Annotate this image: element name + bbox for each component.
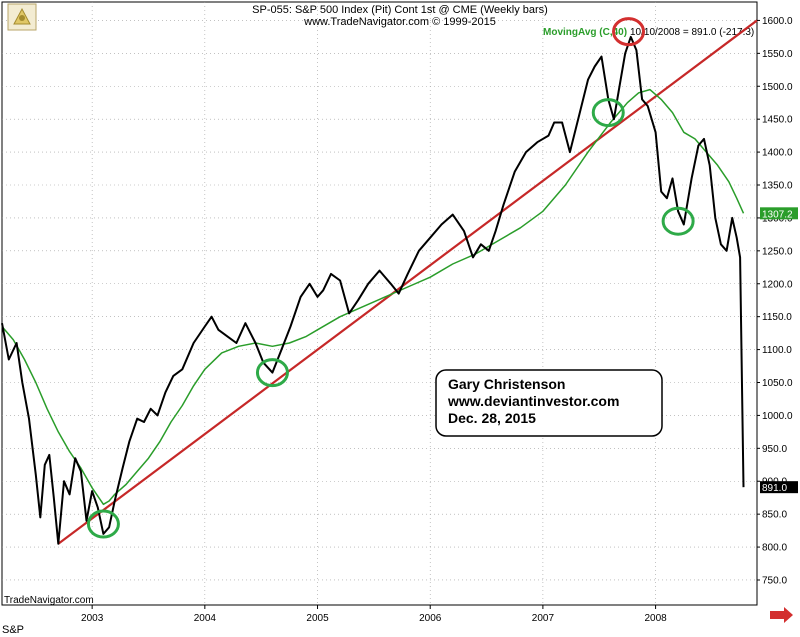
scroll-right-arrow-icon[interactable]	[770, 607, 793, 623]
y-tick-label: 1100.0	[762, 345, 792, 356]
y-tick-label: 850.0	[762, 510, 787, 521]
low-circle-2008	[661, 206, 695, 236]
y-tick-label: 1000.0	[762, 411, 793, 422]
logo-icon	[7, 3, 37, 31]
low-circle-2003	[86, 509, 120, 539]
chart-subtitle: www.TradeNavigator.com © 1999-2015	[303, 16, 496, 28]
x-tick-label: 2003	[81, 613, 104, 624]
price-line	[1, 35, 745, 545]
y-tick-label: 800.0	[762, 543, 787, 554]
x-tick-label: 2004	[194, 613, 217, 624]
annotation-author: Gary Christenson	[448, 376, 565, 392]
circle-layer	[86, 17, 695, 539]
y-tick-label: 750.0	[762, 575, 787, 586]
watermark-label: TradeNavigator.com	[4, 595, 94, 606]
x-tick-label: 2007	[532, 613, 555, 624]
moving-avg-layer	[1, 88, 745, 506]
low-circle-2004	[255, 358, 289, 388]
last-ma-tag: 1307.2	[760, 207, 798, 220]
svg-text:1307.2: 1307.2	[762, 209, 793, 220]
x-axis: 2003 2004 2005 2006 2007 2008	[81, 605, 667, 624]
y-tick-label: 1550.0	[762, 49, 793, 60]
low-circle-2007	[591, 98, 625, 128]
top-circle-2007	[612, 17, 646, 47]
y-tick-label: 1150.0	[762, 312, 792, 323]
moving-avg-line	[1, 88, 745, 506]
x-tick-label: 2005	[306, 613, 329, 624]
annotation-date: Dec. 28, 2015	[448, 410, 536, 426]
x-tick-label: 2006	[419, 613, 442, 624]
x-tick-label: 2008	[644, 613, 667, 624]
y-tick-label: 1450.0	[762, 115, 793, 126]
trendline-layer	[57, 19, 758, 545]
price-layer	[1, 35, 745, 545]
annotation-website: www.deviantinvestor.com	[447, 393, 619, 409]
y-tick-label: 1600.0	[762, 16, 793, 27]
y-tick-label: 950.0	[762, 444, 787, 455]
moving-avg-label: MovingAvg (C,40)	[543, 27, 627, 38]
y-tick-label: 1250.0	[762, 246, 793, 257]
y-axis: 750.0800.0850.0900.0950.01000.01050.0110…	[757, 16, 793, 586]
chart-title: SP-055: S&P 500 Index (Pit) Cont 1st @ C…	[252, 4, 548, 16]
annotation-box: Gary Christenson www.deviantinvestor.com…	[435, 369, 663, 437]
grid	[2, 2, 757, 605]
y-tick-label: 1050.0	[762, 378, 793, 389]
y-tick-label: 1400.0	[762, 148, 793, 159]
trendline	[57, 19, 758, 545]
y-tick-label: 1500.0	[762, 82, 793, 93]
last-price-tag: 891.0	[760, 481, 798, 494]
svg-text:891.0: 891.0	[762, 483, 787, 494]
y-tick-label: 1350.0	[762, 181, 793, 192]
symbol-label: S&P	[2, 624, 24, 636]
info-label: 10/10/2008 = 891.0 (-217.3)	[630, 27, 754, 38]
y-tick-label: 1200.0	[762, 279, 793, 290]
